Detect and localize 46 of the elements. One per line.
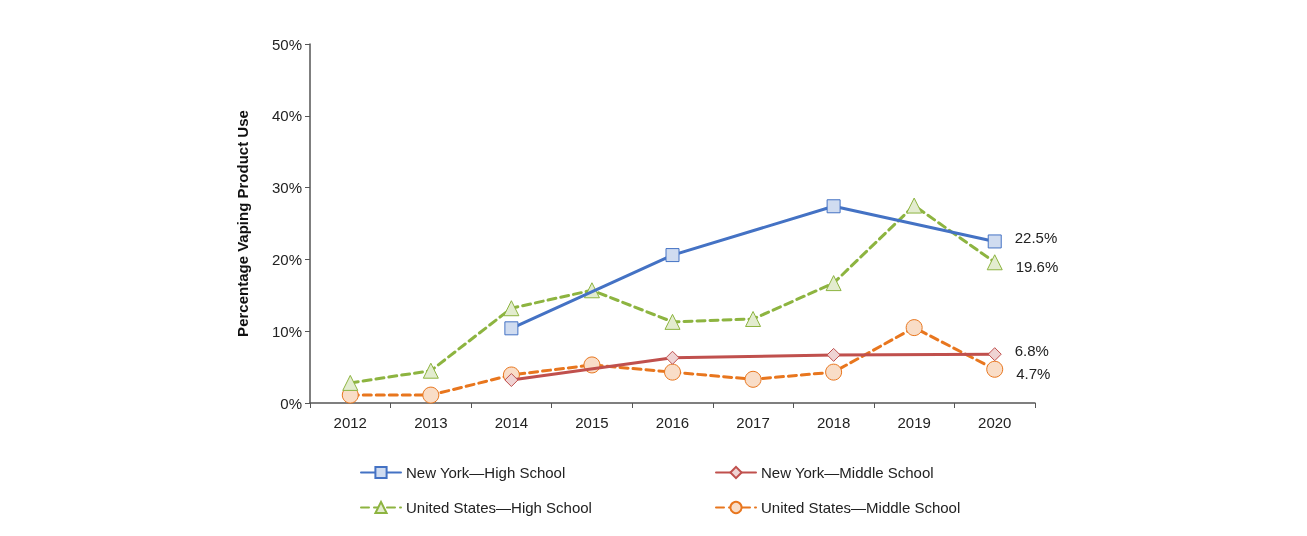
point [745, 310, 762, 327]
x-tick-label: 2012 [333, 414, 367, 431]
point [987, 234, 1002, 249]
point [422, 362, 439, 379]
point [504, 321, 519, 336]
point [826, 347, 841, 362]
data-label: 22.5% [1014, 228, 1058, 246]
point [665, 350, 680, 365]
y-axis-title: Percentage Vaping Product Use [234, 110, 251, 337]
data-label: 4.7% [1016, 364, 1051, 382]
x-tick-label: 2014 [494, 414, 529, 431]
point [825, 275, 842, 292]
point [986, 360, 1004, 378]
y-tick-label: 30% [271, 179, 302, 197]
point [826, 199, 841, 214]
point [504, 373, 519, 388]
y-tick-label: 20% [271, 250, 302, 268]
x-tick-label: 2016 [655, 414, 690, 431]
x-tick-label: 2015 [575, 414, 609, 431]
point [986, 254, 1003, 271]
point [987, 347, 1002, 362]
x-tick-label: 2020 [978, 414, 1012, 431]
point [342, 374, 359, 391]
point [744, 370, 762, 388]
y-tick-label: 50% [271, 35, 302, 53]
legend-label: United States—Middle School [761, 499, 961, 516]
point [664, 313, 681, 330]
x-tick-label: 2017 [736, 414, 770, 431]
point [422, 386, 440, 404]
point [825, 363, 843, 381]
point [906, 197, 923, 214]
x-tick-label: 2018 [816, 414, 851, 431]
legend-label: New York—Middle School [761, 464, 934, 481]
y-tick-label: 0% [280, 394, 302, 412]
legend-label: United States—High School [406, 499, 592, 516]
y-tick-label: 10% [271, 322, 302, 340]
data-label: 6.8% [1014, 341, 1049, 359]
legend-label: New York—High School [406, 464, 566, 481]
point [664, 363, 681, 381]
point [503, 300, 520, 317]
point [905, 319, 923, 337]
point [665, 248, 680, 263]
x-tick-label: 2013 [414, 414, 448, 431]
x-tick-label: 2019 [897, 414, 931, 431]
y-tick-label: 40% [271, 107, 302, 125]
data-label: 19.6% [1015, 257, 1059, 275]
